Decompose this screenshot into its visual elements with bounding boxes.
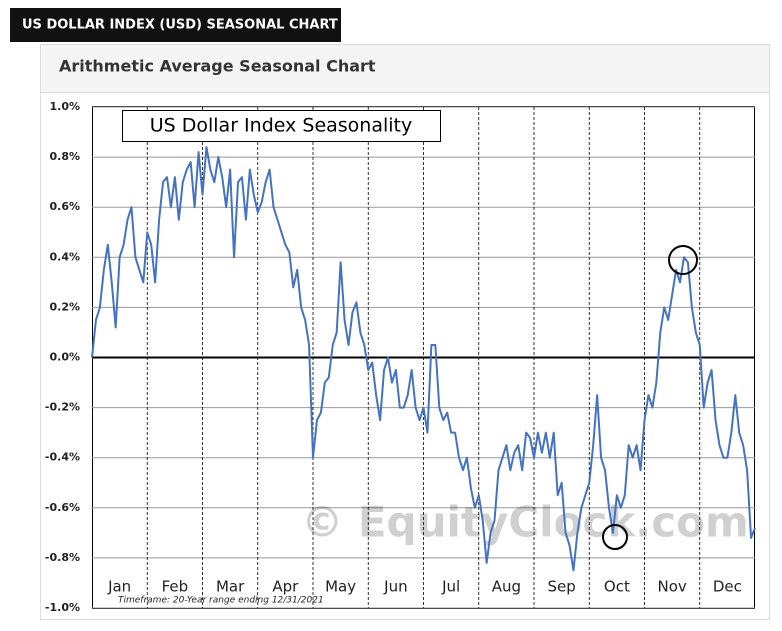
y-tick-label: -0.6% [45,501,80,514]
y-tick-label: -0.2% [45,401,80,414]
x-tick-label: Nov [657,578,686,596]
y-tick-label: 1.0% [49,100,80,113]
y-tick-label: -0.8% [45,551,80,564]
y-tick-label: -1.0% [45,601,80,614]
y-tick-label: 0.2% [49,300,80,313]
header-bar [10,8,341,42]
x-tick-label: Apr [272,578,299,596]
x-tick-label: Oct [604,578,630,596]
x-tick-label: Dec [713,578,742,596]
series-line [91,146,756,572]
highlight-circle [668,245,698,275]
watermark: © EquityClock.com [301,498,749,547]
x-tick-label: Aug [492,578,521,596]
highlight-circle [602,524,628,550]
x-tick-label: Feb [162,578,189,596]
x-tick-label: Jun [383,578,407,596]
y-tick-label: 0.4% [49,250,80,263]
x-tick-label: Jan [107,578,131,596]
title-box [122,110,441,142]
timeframe-note: Timeframe: 20-Year range ending 12/31/20… [118,596,324,606]
y-tick-label: 0.6% [49,200,80,213]
plot [91,146,756,572]
y-tick-label: -0.4% [45,451,80,464]
chart-title: US Dollar Index Seasonality [150,115,413,137]
y-tick-label: 0.8% [49,150,80,163]
x-tick-label: Sep [547,578,575,596]
y-tick-label: 0.0% [49,351,80,364]
panel-title: Arithmetic Average Seasonal Chart [59,57,376,76]
x-tick-label: May [325,578,356,596]
x-tick-label: Mar [216,578,245,596]
x-tick-label: Jul [441,578,460,596]
panel-header [41,45,769,92]
header-title: US DOLLAR INDEX (USD) SEASONAL CHART [22,18,338,33]
